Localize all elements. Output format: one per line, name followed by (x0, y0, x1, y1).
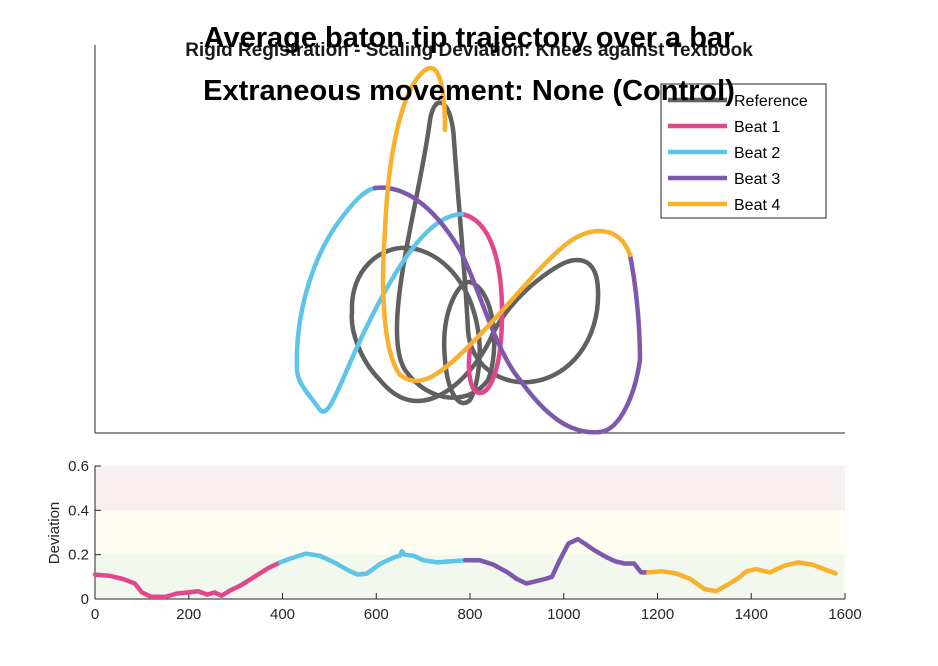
deviation-line-beat-4 (645, 560, 838, 594)
deviation-band-1 (95, 510, 845, 555)
deviation-line-beat-2 (277, 549, 468, 577)
trajectory-beat-2 (294, 185, 465, 414)
x-tick-label: 0 (91, 606, 99, 623)
deviation-bands (95, 466, 845, 599)
trajectory-beat-3 (372, 185, 643, 435)
trajectory-beat-1 (459, 211, 505, 396)
legend-entry-reference: Reference (668, 93, 808, 110)
deviation-line-beat-1 (92, 560, 283, 600)
deviation-series (92, 536, 838, 600)
legend-label-beat-3: Beat 3 (734, 171, 780, 188)
x-tick-label: 1400 (735, 606, 768, 623)
deviation-line-beat-3 (463, 536, 651, 586)
y-tick-label: 0.4 (68, 502, 89, 519)
legend-entry-beat-2: Beat 2 (668, 145, 780, 162)
x-tick-label: 800 (457, 606, 482, 623)
chart-title: Average baton tip trajectory over a bar (204, 22, 735, 54)
trajectory-reference (349, 100, 601, 406)
legend-entry-beat-3: Beat 3 (668, 171, 780, 188)
x-tick-label: 400 (270, 606, 295, 623)
trajectory-panel: Reference Beat 1 Beat 2 Beat 3 Beat 4 Ri… (94, 22, 845, 435)
deviation-x-ticks: 0 200 400 600 800 1000 1200 1400 1600 (91, 593, 862, 623)
legend-label-beat-1: Beat 1 (734, 119, 780, 136)
deviation-band-2 (95, 466, 845, 511)
legend-label-beat-4: Beat 4 (734, 197, 780, 214)
figure-subtitle: Rigid Registration - Scaling Deviation: … (185, 40, 753, 61)
x-tick-label: 1200 (641, 606, 674, 623)
legend-entry-beat-4: Beat 4 (668, 197, 780, 214)
x-tick-label: 600 (364, 606, 389, 623)
chart-title-line-2: Extraneous movement: None (Control) (203, 75, 735, 107)
x-tick-label: 200 (176, 606, 201, 623)
deviation-y-axis-label: Deviation (46, 502, 63, 565)
x-tick-label: 1600 (828, 606, 861, 623)
x-tick-label: 1000 (547, 606, 580, 623)
deviation-panel: 0 200 400 600 800 1000 1200 1400 1600 0 0.2 0.4 0.6… (46, 458, 862, 623)
deviation-y-ticks: 0 0.2 0.4 0.6 (68, 458, 101, 608)
y-tick-label: 0.2 (68, 547, 89, 564)
y-tick-label: 0.6 (68, 458, 89, 475)
trajectory-beat-4 (380, 65, 633, 384)
y-tick-label: 0 (81, 591, 89, 608)
legend-label-reference: Reference (734, 93, 808, 110)
legend-label-beat-2: Beat 2 (734, 145, 780, 162)
legend-entry-beat-1: Beat 1 (668, 119, 780, 136)
legend: Reference Beat 1 Beat 2 Beat 3 Beat 4 (660, 83, 827, 219)
